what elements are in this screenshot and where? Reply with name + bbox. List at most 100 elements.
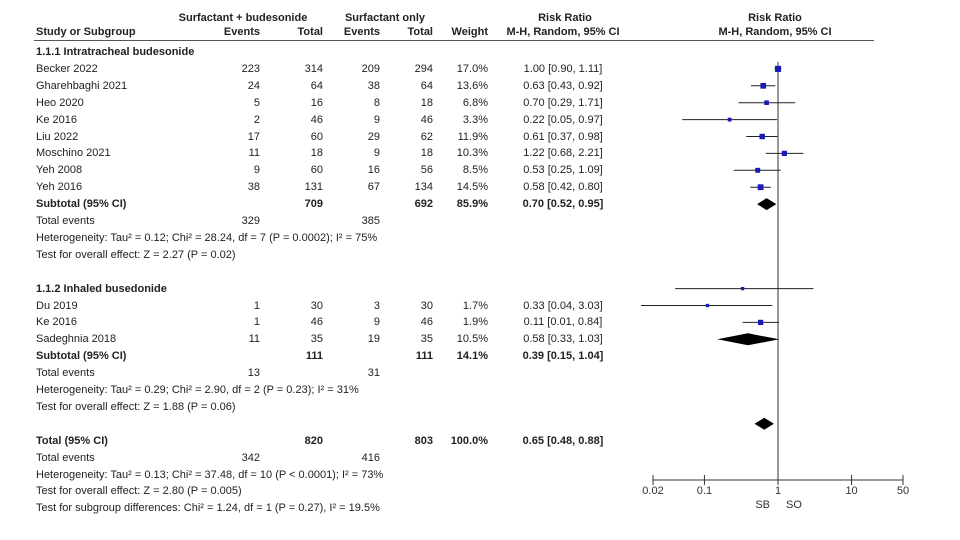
events2-cell: 67 <box>367 181 380 194</box>
total1-cell: 820 <box>304 434 323 447</box>
footnote: Test for overall effect: Z = 2.27 (P = 0… <box>36 248 236 261</box>
total1-cell: 16 <box>310 96 323 109</box>
events1-cell: 13 <box>247 367 260 380</box>
rr-ci-cell: 0.53 [0.25, 1.09] <box>523 164 603 177</box>
events1-cell: 11 <box>248 147 260 160</box>
total2-cell: 62 <box>420 130 433 143</box>
weight-cell: 17.0% <box>456 62 488 75</box>
pooled-diamond <box>754 417 774 430</box>
rr-ci-cell: 0.70 [0.52, 0.95] <box>522 198 604 211</box>
study-label: Moschino 2021 <box>36 147 111 160</box>
total1-cell: 709 <box>304 198 323 211</box>
total1-cell: 60 <box>310 164 323 177</box>
rr-ci-cell: 0.58 [0.42, 0.80] <box>523 181 603 194</box>
favours-right-label: SO <box>786 499 802 511</box>
header-events2: Events <box>343 26 380 38</box>
study-label: Gharehbaghi 2021 <box>36 79 128 92</box>
header-study: Study or Subgroup <box>36 26 136 38</box>
total2-cell: 30 <box>420 299 433 312</box>
total2-cell: 46 <box>420 316 433 329</box>
total2-cell: 35 <box>420 333 433 346</box>
total2-cell: 134 <box>414 181 433 194</box>
rr-ci-cell: 1.00 [0.90, 1.11] <box>523 62 603 75</box>
events2-cell: 9 <box>373 147 380 160</box>
study-label: Ke 2016 <box>36 316 77 329</box>
total1-cell: 131 <box>304 181 323 194</box>
study-label: Yeh 2016 <box>36 181 83 194</box>
header-events1: Events <box>223 26 260 38</box>
weight-cell: 8.5% <box>462 164 488 177</box>
header-total1: Total <box>297 26 323 38</box>
study-label: Yeh 2008 <box>36 164 83 177</box>
total1-cell: 111 <box>305 350 323 363</box>
events2-cell: 38 <box>367 79 380 92</box>
study-marker <box>764 100 769 106</box>
events2-cell: 385 <box>361 215 380 227</box>
study-label: Liu 2022 <box>36 130 79 143</box>
footnote: Test for overall effect: Z = 2.80 (P = 0… <box>36 485 242 498</box>
weight-cell: 6.8% <box>462 96 488 109</box>
rr-ci-cell: 0.33 [0.04, 3.03] <box>523 299 603 312</box>
rr-ci-cell: 1.22 [0.68, 2.21] <box>523 147 603 160</box>
rr-ci-cell: 0.61 [0.37, 0.98] <box>523 130 603 143</box>
events2-cell: 9 <box>373 316 380 329</box>
header-group2: Surfactant only <box>344 12 426 24</box>
events-label: Total events <box>36 367 95 380</box>
total2-cell: 803 <box>414 434 433 447</box>
header-method: M-H, Random, 95% CI <box>506 26 620 38</box>
total1-cell: 64 <box>310 79 323 92</box>
events1-cell: 24 <box>247 79 260 92</box>
header-total2: Total <box>407 26 433 38</box>
total1-cell: 46 <box>310 113 323 126</box>
events2-cell: 31 <box>367 367 380 380</box>
study-marker <box>755 167 761 173</box>
study-label: Heo 2020 <box>36 96 84 109</box>
rr-ci-cell: 0.65 [0.48, 0.88] <box>522 434 604 447</box>
events1-cell: 17 <box>247 130 260 143</box>
study-label: Ke 2016 <box>36 113 77 126</box>
x-tick-label: 50 <box>897 485 909 497</box>
footnote: Test for subgroup differences: Chi² = 1.… <box>36 502 380 515</box>
study-label: Du 2019 <box>36 299 78 312</box>
events2-cell: 9 <box>373 113 380 126</box>
total2-cell: 56 <box>420 164 433 177</box>
subtotal-label: Subtotal (95% CI) <box>36 350 127 363</box>
favours-left-label: SB <box>755 499 770 511</box>
events1-cell: 11 <box>248 333 260 346</box>
x-tick-label: 10 <box>845 485 857 497</box>
study-label: Becker 2022 <box>36 62 98 75</box>
weight-cell: 14.5% <box>456 181 488 194</box>
total1-cell: 60 <box>310 130 323 143</box>
study-marker <box>774 65 782 72</box>
events1-cell: 5 <box>253 96 260 109</box>
events2-cell: 16 <box>367 164 380 177</box>
footnote: Heterogeneity: Tau² = 0.12; Chi² = 28.24… <box>36 231 378 244</box>
events1-cell: 38 <box>247 181 260 194</box>
total2-cell: 692 <box>414 198 433 211</box>
header-rr-title: Risk Ratio <box>538 12 592 24</box>
x-tick-label: 0.1 <box>697 485 712 497</box>
weight-cell: 1.7% <box>462 299 488 312</box>
header-plot-title: Risk Ratio <box>748 12 802 24</box>
weight-cell: 100.0% <box>450 434 488 447</box>
study-marker <box>740 286 745 291</box>
header-rule <box>34 40 874 41</box>
total2-cell: 64 <box>420 79 433 92</box>
study-marker <box>727 117 732 122</box>
total1-cell: 30 <box>310 299 323 312</box>
footnote: Heterogeneity: Tau² = 0.13; Chi² = 37.48… <box>36 468 384 481</box>
events1-cell: 1 <box>253 316 260 329</box>
weight-cell: 14.1% <box>456 350 488 363</box>
weight-cell: 10.3% <box>456 147 488 160</box>
pooled-diamond <box>757 198 777 211</box>
events2-cell: 209 <box>361 62 380 75</box>
total1-cell: 18 <box>310 147 323 160</box>
total1-cell: 35 <box>310 333 323 346</box>
study-marker <box>781 150 787 157</box>
footnote: Test for overall effect: Z = 1.88 (P = 0… <box>36 400 236 413</box>
header-group1: Surfactant + budesonide <box>178 12 308 24</box>
events1-cell: 329 <box>241 215 260 227</box>
heading-label: 1.1.1 Intratracheal budesonide <box>36 46 195 58</box>
events1-cell: 9 <box>253 164 260 177</box>
